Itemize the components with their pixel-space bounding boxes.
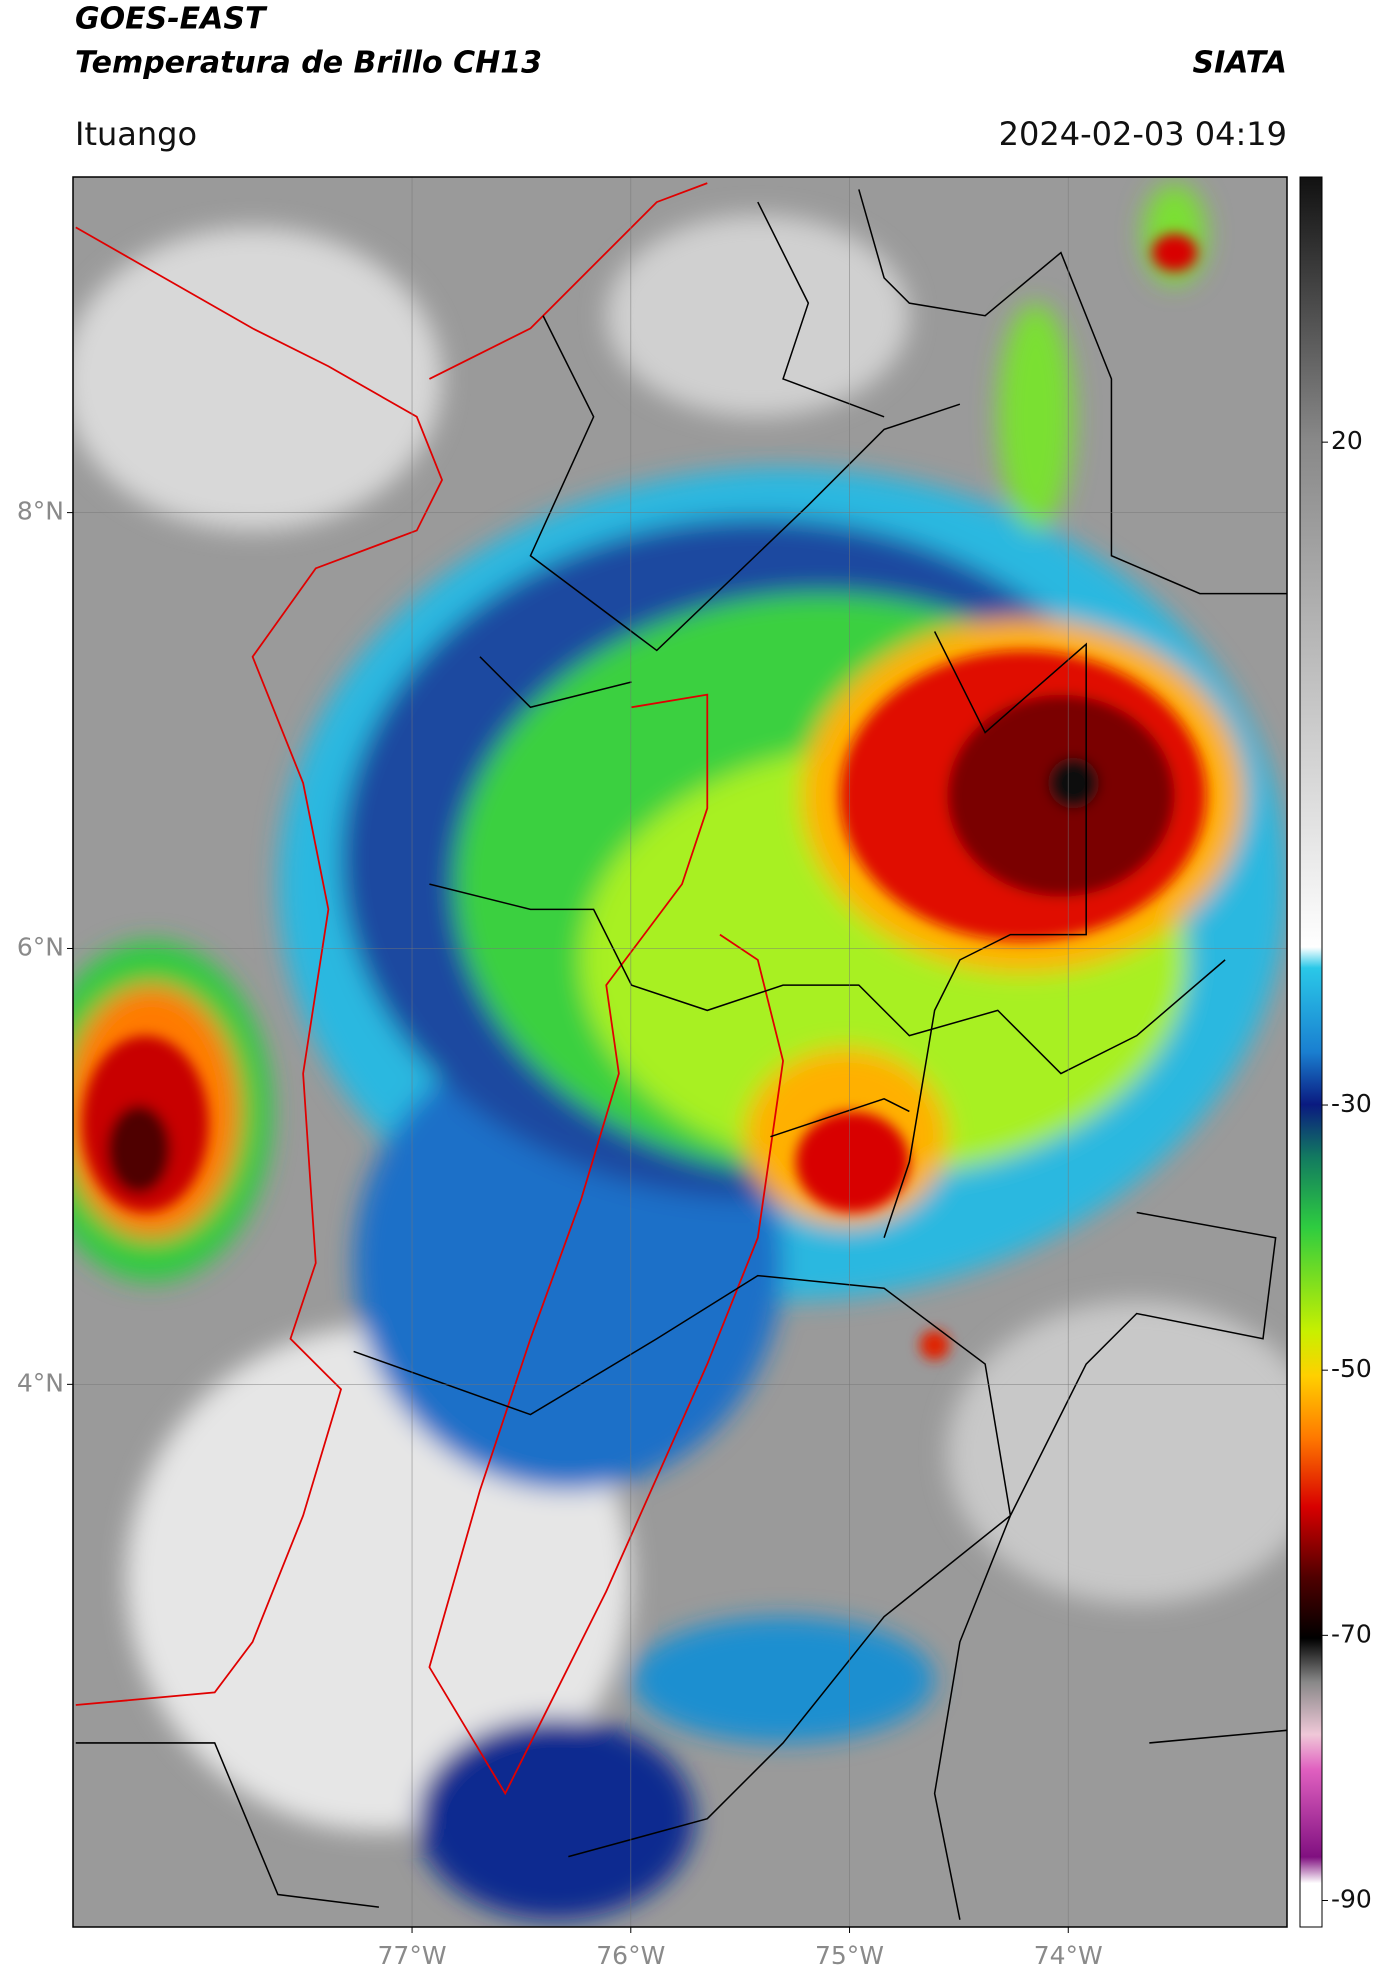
lon-label: 76°W <box>596 1941 665 1970</box>
lon-label: 77°W <box>378 1941 447 1970</box>
lat-label: 8°N <box>17 497 64 526</box>
satellite-image <box>73 177 1287 1927</box>
lat-label: 6°N <box>17 932 64 961</box>
lon-label: 74°W <box>1034 1941 1103 1970</box>
lon-label: 75°W <box>815 1941 884 1970</box>
colorbar-label: 20 <box>1331 426 1363 455</box>
colorbar-label: -50 <box>1331 1354 1372 1383</box>
datetime: 2024-02-03 04:19 <box>999 115 1287 153</box>
location: Ituango <box>75 115 197 153</box>
title: Temperatura de Brillo CH13 <box>75 46 542 81</box>
colorbar-label: -70 <box>1331 1619 1372 1648</box>
colorbar-label: -30 <box>1331 1089 1372 1118</box>
graticule <box>73 177 1287 1927</box>
title: GOES-EAST <box>75 2 268 37</box>
brand: SIATA <box>1193 46 1287 81</box>
colorbar-label: -90 <box>1331 1884 1372 1913</box>
colorbar <box>1299 176 1323 1928</box>
map-frame <box>72 176 1288 1928</box>
lat-label: 4°N <box>17 1368 64 1397</box>
